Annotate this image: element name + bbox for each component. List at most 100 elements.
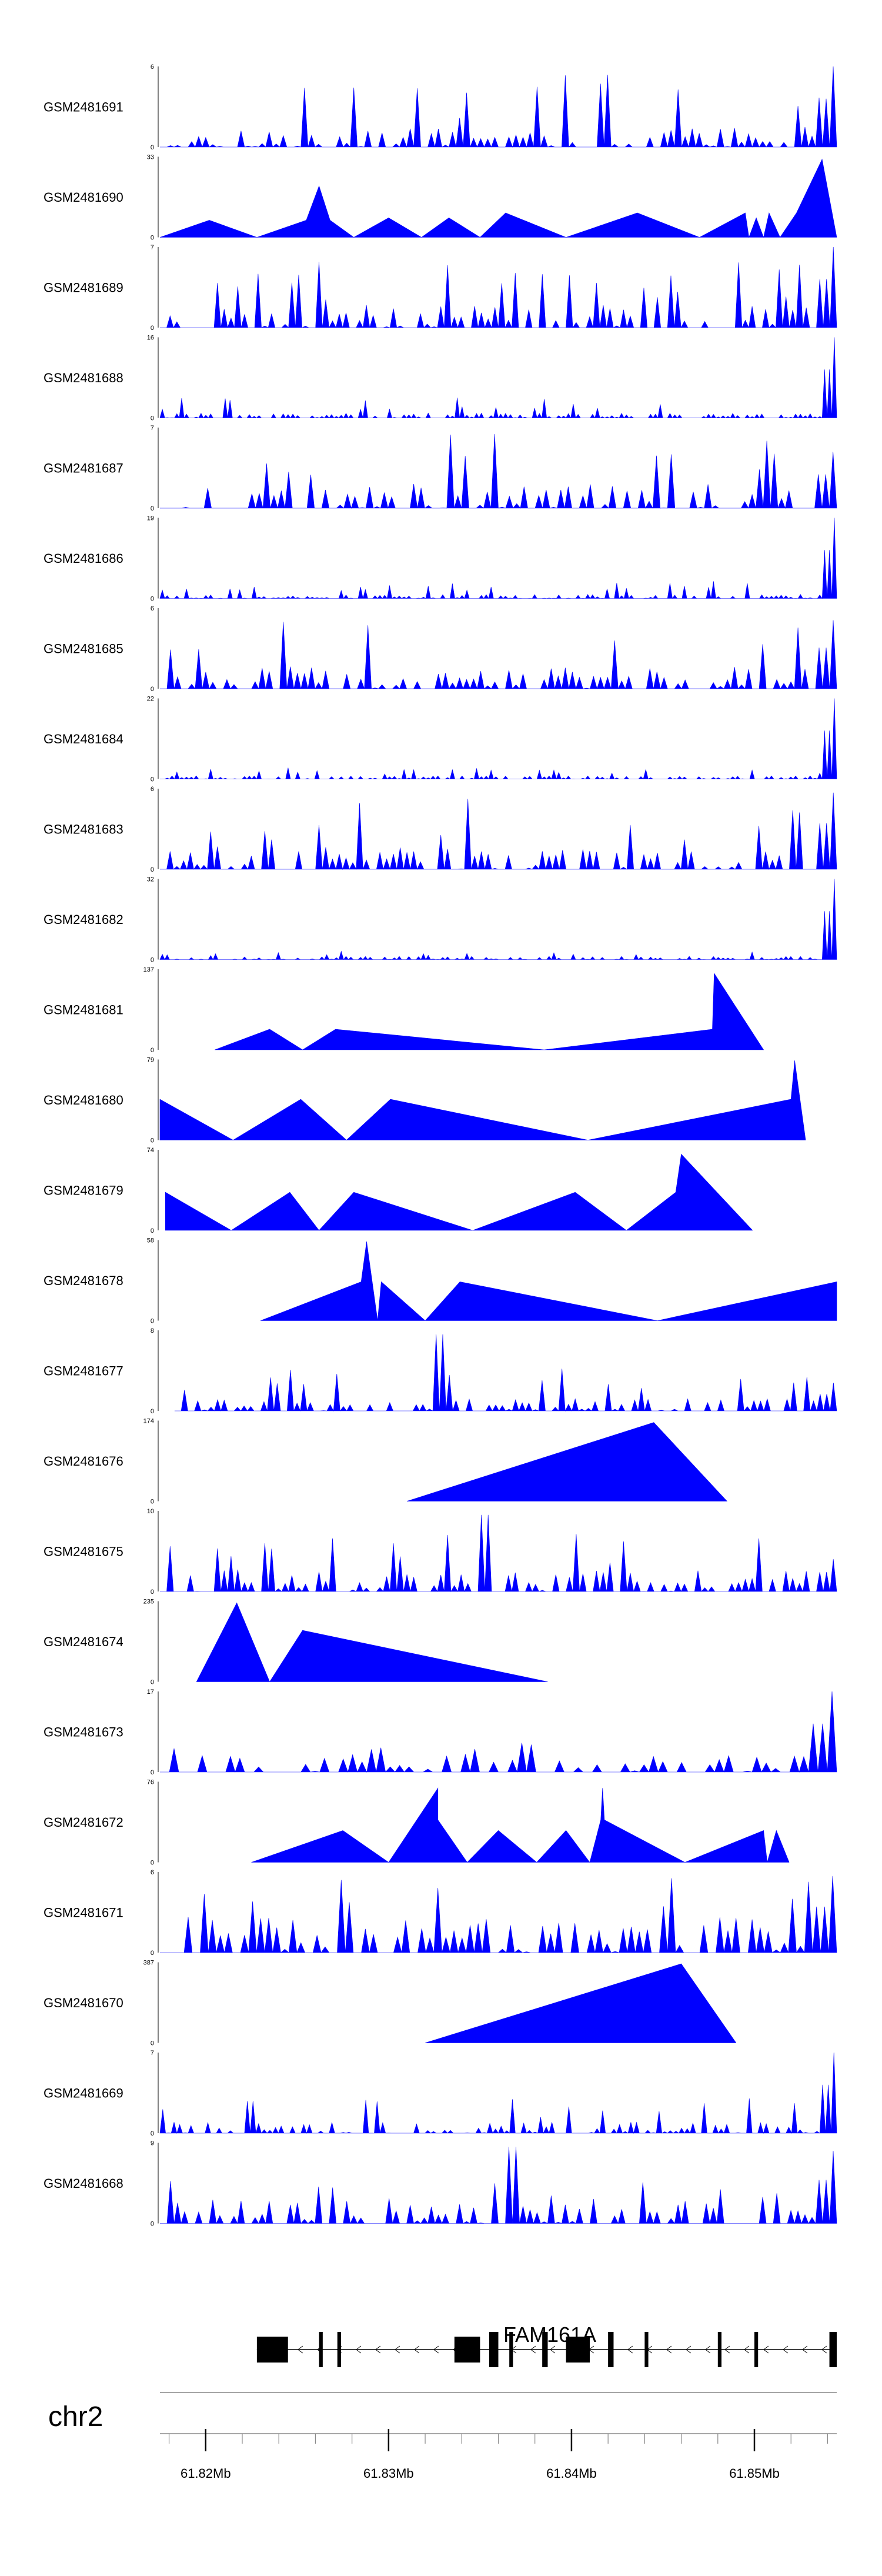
y-min-label: 0	[151, 505, 154, 512]
y-min-label: 0	[151, 2130, 154, 2137]
y-max-label: 17	[147, 1689, 154, 1696]
y-max-label: 33	[147, 154, 154, 161]
track-GSM2481686: GSM2481686 19 0	[44, 515, 837, 603]
track-GSM2481674: GSM2481674 235 0	[44, 1599, 548, 1686]
track-GSM2481675: GSM2481675 10 0	[44, 1508, 837, 1596]
track-label: GSM2481669	[44, 2086, 123, 2101]
y-max-label: 6	[151, 605, 154, 612]
y-max-label: 9	[151, 2140, 154, 2147]
y-max-label: 6	[151, 64, 154, 71]
chevron-left-icon	[821, 2345, 827, 2354]
y-max-label: 6	[151, 786, 154, 793]
x-tick-label: 61.82Mb	[181, 2466, 231, 2481]
track-GSM2481689: GSM2481689 7 0	[44, 244, 837, 332]
track-label: GSM2481689	[44, 281, 123, 295]
y-max-label: 10	[147, 1508, 154, 1515]
coverage-area	[160, 66, 837, 148]
track-GSM2481681: GSM2481681 137 0	[44, 966, 764, 1054]
gene-exon	[337, 2332, 341, 2367]
chevron-left-icon	[627, 2345, 633, 2354]
gene-exon	[319, 2332, 323, 2367]
y-max-label: 58	[147, 1237, 154, 1244]
coverage-area	[215, 973, 764, 1050]
y-min-label: 0	[151, 1137, 154, 1144]
y-min-label: 0	[151, 1318, 154, 1325]
track-GSM2481673: GSM2481673 17 0	[44, 1689, 837, 1776]
coverage-tracks: GSM248169160GSM2481690330GSM248168970GSM…	[44, 64, 837, 2228]
y-min-label: 0	[151, 325, 154, 332]
track-label: GSM2481671	[44, 1906, 123, 1920]
track-label: GSM2481684	[44, 732, 123, 746]
y-min-label: 0	[151, 2221, 154, 2228]
track-label: GSM2481687	[44, 461, 123, 476]
y-min-label: 0	[151, 596, 154, 603]
y-max-label: 16	[147, 335, 154, 342]
track-GSM2481678: GSM2481678 58 0	[44, 1237, 837, 1325]
track-GSM2481668: GSM2481668 9 0	[44, 2140, 837, 2228]
y-max-label: 137	[143, 966, 154, 973]
track-label: GSM2481683	[44, 822, 123, 837]
coverage-area	[260, 1241, 837, 1321]
y-min-label: 0	[151, 2040, 154, 2047]
y-max-label: 76	[147, 1779, 154, 1786]
y-min-label: 0	[151, 144, 154, 151]
coverage-area	[406, 1422, 728, 1501]
gene-track: FAM161A	[256, 2323, 837, 2367]
gene-exon	[509, 2332, 513, 2367]
coverage-area	[251, 1787, 790, 1863]
y-max-label: 7	[151, 244, 154, 251]
coverage-area	[196, 1602, 548, 1683]
track-GSM2481671: GSM2481671 6 0	[44, 1869, 837, 1957]
track-GSM2481684: GSM2481684 22 0	[44, 696, 837, 783]
track-GSM2481672: GSM2481672 76 0	[44, 1779, 790, 1867]
coverage-area	[160, 620, 837, 690]
y-min-label: 0	[151, 415, 154, 422]
y-max-label: 387	[143, 1960, 154, 1967]
coverage-area	[159, 879, 837, 960]
track-GSM2481669: GSM2481669 7 0	[44, 2050, 837, 2137]
track-label: GSM2481690	[44, 190, 123, 205]
y-min-label: 0	[151, 957, 154, 964]
coverage-area	[160, 1876, 837, 1954]
y-min-label: 0	[151, 1227, 154, 1234]
track-label: GSM2481685	[44, 642, 123, 656]
track-label: GSM2481688	[44, 371, 123, 385]
chevron-left-icon	[763, 2345, 769, 2354]
chevron-left-icon	[705, 2345, 711, 2354]
coverage-area	[159, 337, 837, 419]
chromosome-label: chr2	[48, 2401, 103, 2432]
y-min-label: 0	[151, 1769, 154, 1776]
track-GSM2481687: GSM2481687 7 0	[44, 425, 837, 512]
track-label: GSM2481677	[44, 1364, 123, 1379]
chevron-left-icon	[724, 2345, 730, 2354]
y-min-label: 0	[151, 776, 154, 783]
track-label: GSM2481678	[44, 1273, 123, 1288]
coverage-area	[160, 1691, 837, 1773]
track-label: GSM2481672	[44, 1815, 123, 1830]
y-max-label: 22	[147, 696, 154, 703]
track-GSM2481688: GSM2481688 16 0	[44, 335, 837, 422]
gene-exon	[542, 2332, 548, 2367]
track-GSM2481679: GSM2481679 74 0	[44, 1147, 753, 1234]
track-label: GSM2481673	[44, 1725, 123, 1740]
gene-exon	[717, 2332, 722, 2367]
track-GSM2481670: GSM2481670 387 0	[44, 1960, 737, 2047]
x-tick-label: 61.83Mb	[363, 2466, 414, 2481]
chevron-left-icon	[414, 2345, 420, 2354]
gene-exon	[489, 2332, 499, 2367]
chevron-left-icon	[530, 2345, 536, 2354]
coverage-area	[165, 1153, 753, 1231]
x-tick-label: 61.85Mb	[729, 2466, 780, 2481]
track-label: GSM2481680	[44, 1093, 123, 1107]
track-GSM2481685: GSM2481685 6 0	[44, 605, 837, 693]
chevron-left-icon	[433, 2345, 439, 2354]
chevron-left-icon	[783, 2345, 789, 2354]
y-min-label: 0	[151, 1047, 154, 1054]
coverage-area	[174, 1334, 837, 1412]
track-label: GSM2481679	[44, 1183, 123, 1198]
track-GSM2481676: GSM2481676 174 0	[44, 1418, 728, 1506]
chevron-left-icon	[395, 2345, 400, 2354]
y-min-label: 0	[151, 1499, 154, 1506]
coverage-area	[159, 158, 837, 238]
